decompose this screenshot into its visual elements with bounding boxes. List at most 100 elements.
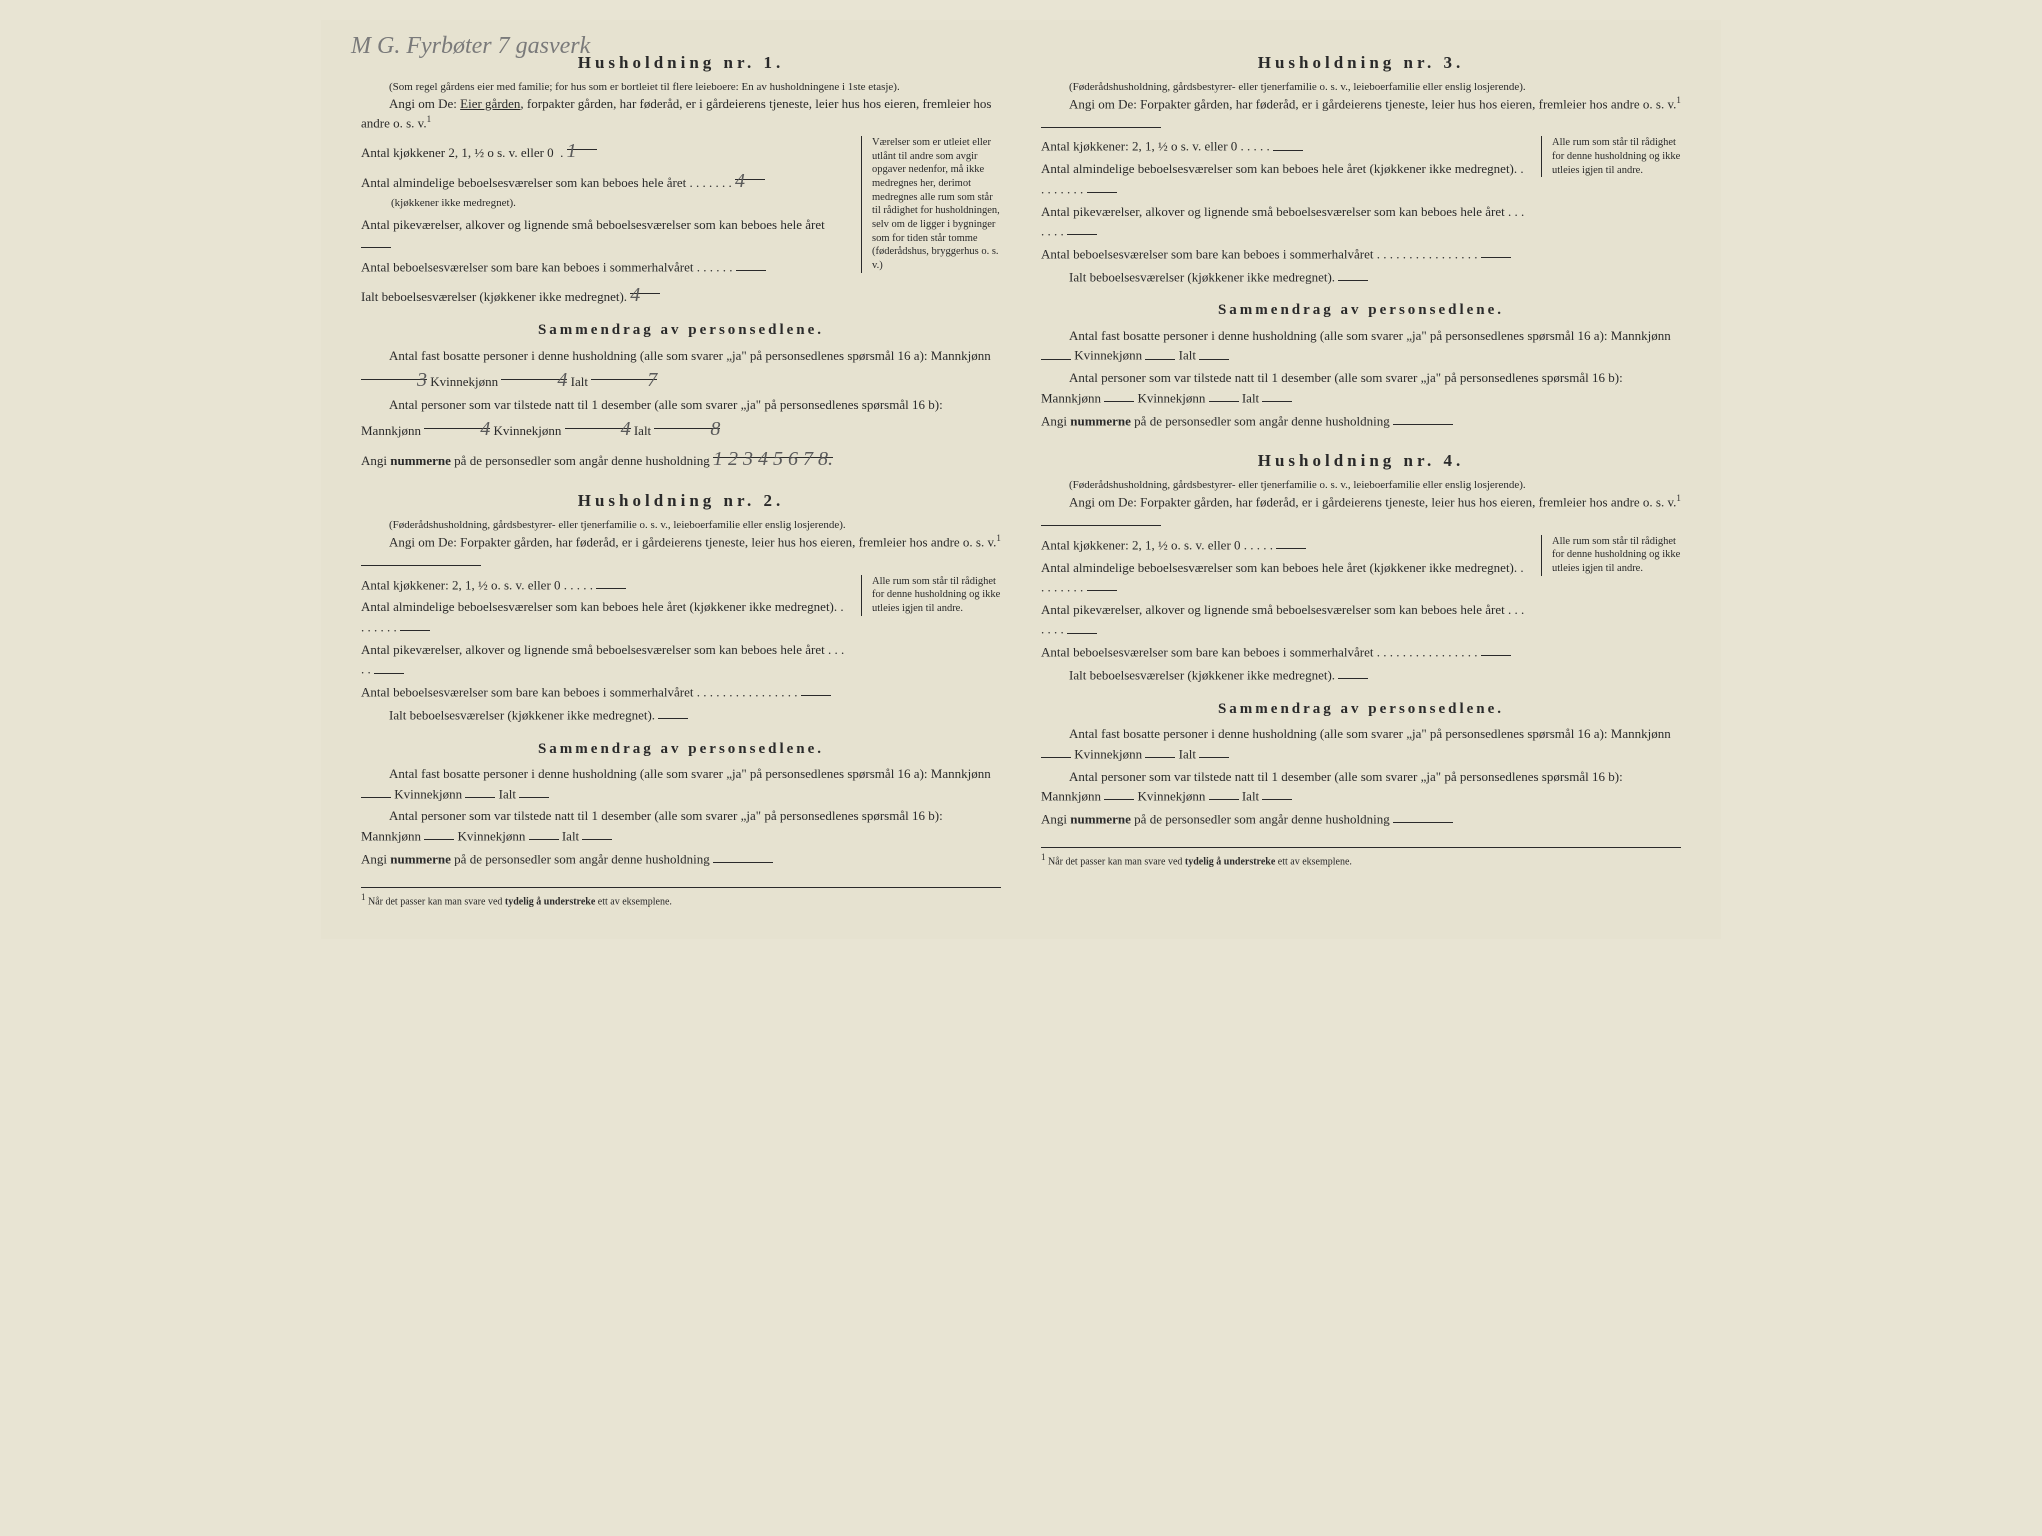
h3-pike-label: Antal pikeværelser, alkover og lignende … [1041, 204, 1505, 219]
h2-nummerne-row: Angi nummerne på de personsedler som ang… [361, 849, 1001, 869]
h1-ialt-label-a: Ialt [571, 374, 588, 389]
h1-rooms-left: Antal kjøkkener 2, 1, ½ o s. v. eller 0 … [361, 136, 847, 309]
h3-kvinne-label-a: Kvinnekjønn [1074, 348, 1142, 363]
right-column: Husholdning nr. 3. (Føderådshusholdning,… [1041, 50, 1681, 909]
left-column: Husholdning nr. 1. (Som regel gårdens ei… [361, 50, 1001, 909]
household-4: Husholdning nr. 4. (Føderådshusholdning,… [1041, 448, 1681, 828]
h1-angi-under: Eier gården [460, 96, 520, 111]
h3-ialt-row: Ialt beboelsesværelser (kjøkkener ikke m… [1041, 267, 1527, 287]
h1-kjokkener-label: Antal kjøkkener 2, 1, ½ o s. v. eller 0 [361, 145, 554, 160]
h1-kvinne-label-a: Kvinnekjønn [430, 374, 498, 389]
h3-nummerne-val [1393, 411, 1453, 425]
h4-almindelige-val [1087, 577, 1117, 591]
h3-kjokkener-row: Antal kjøkkener: 2, 1, ½ o s. v. eller 0… [1041, 136, 1527, 156]
h3-almindelige-val [1087, 179, 1117, 193]
h2-pike-row: Antal pikeværelser, alkover og lignende … [361, 640, 847, 679]
h1-pike-val [361, 234, 391, 248]
h2-angi: Angi om De: Forpakter gården, har føderå… [361, 532, 1001, 572]
h4-ialt-label: Ialt beboelsesværelser (kjøkkener ikke m… [1069, 667, 1335, 682]
h4-kjokkener-val [1276, 535, 1306, 549]
h1-nummerne-val: 1 2 3 4 5 6 7 8. [713, 444, 833, 474]
h3-ialt-label-a: Ialt [1179, 348, 1196, 363]
h4-almindelige-row: Antal almindelige beboelsesværelser som … [1041, 558, 1527, 597]
h1-nummerne-prefix: Angi [361, 453, 390, 468]
h1-ialt-row: Ialt beboelsesværelser (kjøkkener ikke m… [361, 280, 847, 307]
h2-tilstede-i [582, 826, 612, 840]
h2-nummerne-bold: nummerne [390, 851, 451, 866]
h4-ialt-label-b: Ialt [1242, 788, 1259, 803]
footnote-ref: 1 [427, 114, 432, 124]
h1-nummerne-row: Angi nummerne på de personsedler som ang… [361, 444, 1001, 471]
h4-sammendrag-title: Sammendrag av personsedlene. [1041, 698, 1681, 721]
h2-kjokkener-val [596, 575, 626, 589]
h2-kjokkener-label: Antal kjøkkener: 2, 1, ½ o. s. v. eller … [361, 577, 561, 592]
h2-fast-i [519, 784, 549, 798]
h4-ialt-row: Ialt beboelsesværelser (kjøkkener ikke m… [1041, 665, 1527, 685]
h1-ialt-val: 4 [630, 280, 650, 310]
h4-kjokkener-label: Antal kjøkkener: 2, 1, ½ o. s. v. eller … [1041, 537, 1241, 552]
footnote-rest-r: ett av eksemplene. [1275, 856, 1352, 867]
footnote-bold-r: tydelig å understreke [1185, 856, 1275, 867]
h4-rooms-block: Antal kjøkkener: 2, 1, ½ o. s. v. eller … [1041, 535, 1681, 688]
h1-angi-prefix: Angi om De: [389, 96, 460, 111]
h2-sammendrag-title: Sammendrag av personsedlene. [361, 738, 1001, 761]
document-page: M G. Fyrbøter 7 gasverk Husholdning nr. … [321, 20, 1721, 939]
h4-desc: (Føderådshusholdning, gårdsbestyrer- ell… [1041, 478, 1681, 492]
handwritten-annotation: M G. Fyrbøter 7 gasverk [351, 28, 590, 64]
h2-desc: (Føderådshusholdning, gårdsbestyrer- ell… [361, 518, 1001, 532]
h2-ialt-label-a: Ialt [499, 786, 516, 801]
h3-nummerne-rest: på de personsedler som angår denne husho… [1131, 413, 1390, 428]
footnote-ref-4: 1 [1676, 493, 1681, 503]
h2-ialt-val [658, 705, 688, 719]
h1-tilstede-m: 4 [452, 414, 490, 444]
household-3: Husholdning nr. 3. (Føderådshusholdning,… [1041, 50, 1681, 430]
h3-angi-blank [1041, 114, 1161, 128]
footnote-num-r: 1 [1041, 852, 1046, 862]
h2-rooms-block: Antal kjøkkener: 2, 1, ½ o. s. v. eller … [361, 575, 1001, 728]
h3-pike-row: Antal pikeværelser, alkover og lignende … [1041, 202, 1527, 241]
h3-tilstede-m [1104, 388, 1134, 402]
h1-right-note: Værelser som er utleiet eller utlånt til… [861, 136, 1001, 272]
h3-nummerne-bold: nummerne [1070, 413, 1131, 428]
h2-tilstede-m [424, 826, 454, 840]
h3-title: Husholdning nr. 3. [1041, 50, 1681, 76]
h3-tilstede-i [1262, 388, 1292, 402]
h4-fast-row: Antal fast bosatte personer i denne hush… [1041, 724, 1681, 763]
h1-tilstede-i: 8 [682, 414, 720, 444]
h2-fast-label: Antal fast bosatte personer i denne hush… [389, 766, 991, 781]
h2-angi-blank [361, 552, 481, 566]
h3-fast-label: Antal fast bosatte personer i denne hush… [1069, 328, 1671, 343]
h1-desc: (Som regel gårdens eier med familie; for… [361, 80, 1001, 94]
h1-fast-label: Antal fast bosatte personer i denne hush… [389, 348, 991, 363]
footnote-num-l: 1 [361, 892, 366, 902]
footnote-right: 1 Når det passer kan man svare ved tydel… [1041, 847, 1681, 869]
h4-title: Husholdning nr. 4. [1041, 448, 1681, 474]
h3-angi-text: Angi om De: Forpakter gården, har føderå… [1069, 96, 1676, 111]
h4-almindelige-label: Antal almindelige beboelsesværelser som … [1041, 560, 1517, 575]
h3-nummerne-row: Angi nummerne på de personsedler som ang… [1041, 411, 1681, 431]
h4-fast-k [1145, 744, 1175, 758]
h3-almindelige-row: Antal almindelige beboelsesværelser som … [1041, 159, 1527, 198]
h4-kvinne-label-a: Kvinnekjønn [1074, 746, 1142, 761]
h2-almindelige-label: Antal almindelige beboelsesværelser som … [361, 599, 837, 614]
footnote-rest-l: ett av eksemplene. [595, 896, 672, 907]
h3-almindelige-label: Antal almindelige beboelsesværelser som … [1041, 161, 1517, 176]
h1-nummerne-bold: nummerne [390, 453, 451, 468]
h2-pike-label: Antal pikeværelser, alkover og lignende … [361, 642, 825, 657]
h1-fast-k: 4 [529, 365, 567, 395]
h4-right-note: Alle rum som står til rådighet for denne… [1541, 535, 1681, 576]
h1-ialt-label: Ialt beboelsesværelser (kjøkkener ikke m… [361, 289, 627, 304]
h1-fast-i: 7 [619, 365, 657, 395]
h4-nummerne-bold: nummerne [1070, 811, 1131, 826]
h2-kjokkener-row: Antal kjøkkener: 2, 1, ½ o. s. v. eller … [361, 575, 847, 595]
h4-sommer-label: Antal beboelsesværelser som bare kan beb… [1041, 644, 1373, 659]
h2-nummerne-rest: på de personsedler som angår denne husho… [451, 851, 710, 866]
h3-fast-i [1199, 345, 1229, 359]
h4-ialt-val [1338, 665, 1368, 679]
h4-tilstede-k [1209, 786, 1239, 800]
h4-pike-row: Antal pikeværelser, alkover og lignende … [1041, 600, 1527, 639]
h2-rooms-left: Antal kjøkkener: 2, 1, ½ o. s. v. eller … [361, 575, 847, 728]
h4-nummerne-val [1393, 809, 1453, 823]
h2-nummerne-val [713, 849, 773, 863]
h3-fast-k [1145, 345, 1175, 359]
